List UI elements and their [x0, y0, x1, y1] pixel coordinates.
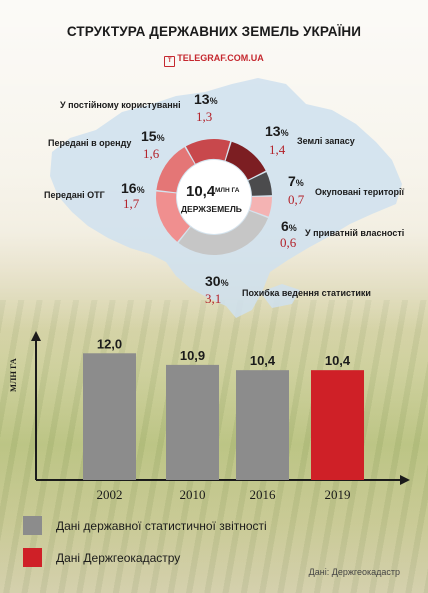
legend-swatch-red: [23, 548, 42, 567]
donut-center-value: 10,4: [186, 183, 216, 200]
page-title: СТРУКТУРА ДЕРЖАВНИХ ЗЕМЕЛЬ УКРАЇНИ: [66, 24, 362, 39]
value-statistics-error: 3,1: [205, 291, 222, 306]
pct-private-value: 6: [281, 218, 289, 234]
pct-occupied: 7%: [288, 173, 304, 189]
bar-2016: [236, 370, 289, 480]
donut-segment: [185, 139, 231, 164]
label-otg: Передані ОТГ: [44, 190, 105, 200]
pct-statistics-error-value: 30: [205, 273, 221, 289]
legend-item-state-statistics: Дані державної статистичної звітності: [23, 516, 267, 535]
donut-segment: [249, 196, 272, 217]
donut-center-unit: МЛН ГА: [215, 187, 240, 194]
bar-2019: [311, 370, 364, 480]
donut-segment: [156, 147, 195, 193]
pct-lease-value: 15: [141, 128, 157, 144]
legend-swatch-gray: [23, 516, 42, 535]
pct-private: 6%: [281, 218, 297, 234]
value-otg: 1,7: [123, 196, 140, 211]
pct-statistics-error: 30%: [205, 273, 229, 289]
source-site-link[interactable]: T TELEGRAF.COM.UA: [0, 53, 428, 67]
x-tick-label-2010: 2010: [180, 487, 206, 502]
pct-otg-value: 16: [121, 180, 137, 196]
label-reserve: Землі запасу: [297, 136, 355, 146]
label-statistics-error: Похибка ведення статистики: [242, 288, 371, 298]
bar-value-label-2019: 10,4: [325, 353, 351, 368]
x-axis-arrow-icon: [400, 475, 410, 485]
bar-value-label-2010: 10,9: [180, 348, 205, 363]
donut-hole: [177, 160, 251, 234]
donut-center-caption: ДЕРЖЗЕМЕЛЬ: [181, 204, 242, 214]
donut-chart: [156, 139, 272, 256]
pct-reserve-value: 13: [265, 123, 281, 139]
y-axis-arrow-icon: [31, 331, 41, 341]
legend-item-cadastre: Дані Держгеокадастру: [23, 548, 180, 567]
value-lease: 1,6: [143, 146, 160, 161]
x-tick-label-2019: 2019: [325, 487, 351, 502]
label-occupied: Окуповані території: [315, 187, 405, 197]
legend-label-cadastre: Дані Держгеокадастру: [56, 550, 181, 565]
pct-occupied-value: 7: [288, 173, 296, 189]
crimea-shape: [260, 284, 300, 308]
pct-permanent-use: 13%: [194, 91, 218, 107]
donut-segment: [156, 191, 190, 242]
pct-lease: 15%: [141, 128, 165, 144]
value-occupied: 0,7: [288, 192, 305, 207]
bar-2010: [166, 364, 219, 480]
pct-otg: 16%: [121, 180, 145, 196]
label-private: У приватній власності: [305, 228, 405, 238]
source-site-text: TELEGRAF.COM.UA: [177, 53, 264, 63]
value-permanent-use: 1,3: [196, 109, 213, 124]
y-axis-label: МЛН ГА: [8, 358, 18, 392]
legend-label-state-statistics: Дані державної статистичної звітності: [56, 518, 267, 533]
value-private: 0,6: [280, 235, 297, 250]
pct-reserve: 13%: [265, 123, 289, 139]
bar-value-label-2002: 12,0: [97, 336, 122, 351]
ukraine-map-donut-svg: [50, 78, 402, 318]
label-permanent-use: У постійному користуванні: [60, 100, 181, 110]
donut-segment: [178, 210, 269, 256]
label-lease: Передані в оренду: [48, 138, 132, 148]
x-tick-label-2016: 2016: [250, 487, 277, 502]
bar-chart-svg: 12,0 2002 10,9 2010 10,4 2016 10,4 2019: [31, 331, 410, 502]
donut-segment: [248, 172, 272, 196]
bar-2002: [83, 353, 136, 480]
x-tick-label-2002: 2002: [97, 487, 123, 502]
donut-segment: [225, 141, 266, 180]
bar-value-label-2016: 10,4: [250, 353, 276, 368]
telegraf-logo-icon: T: [164, 56, 176, 67]
data-source-note: Дані: Держгеокадастр: [308, 567, 400, 577]
value-reserve: 1,4: [269, 142, 286, 157]
pct-permanent-use-value: 13: [194, 91, 210, 107]
